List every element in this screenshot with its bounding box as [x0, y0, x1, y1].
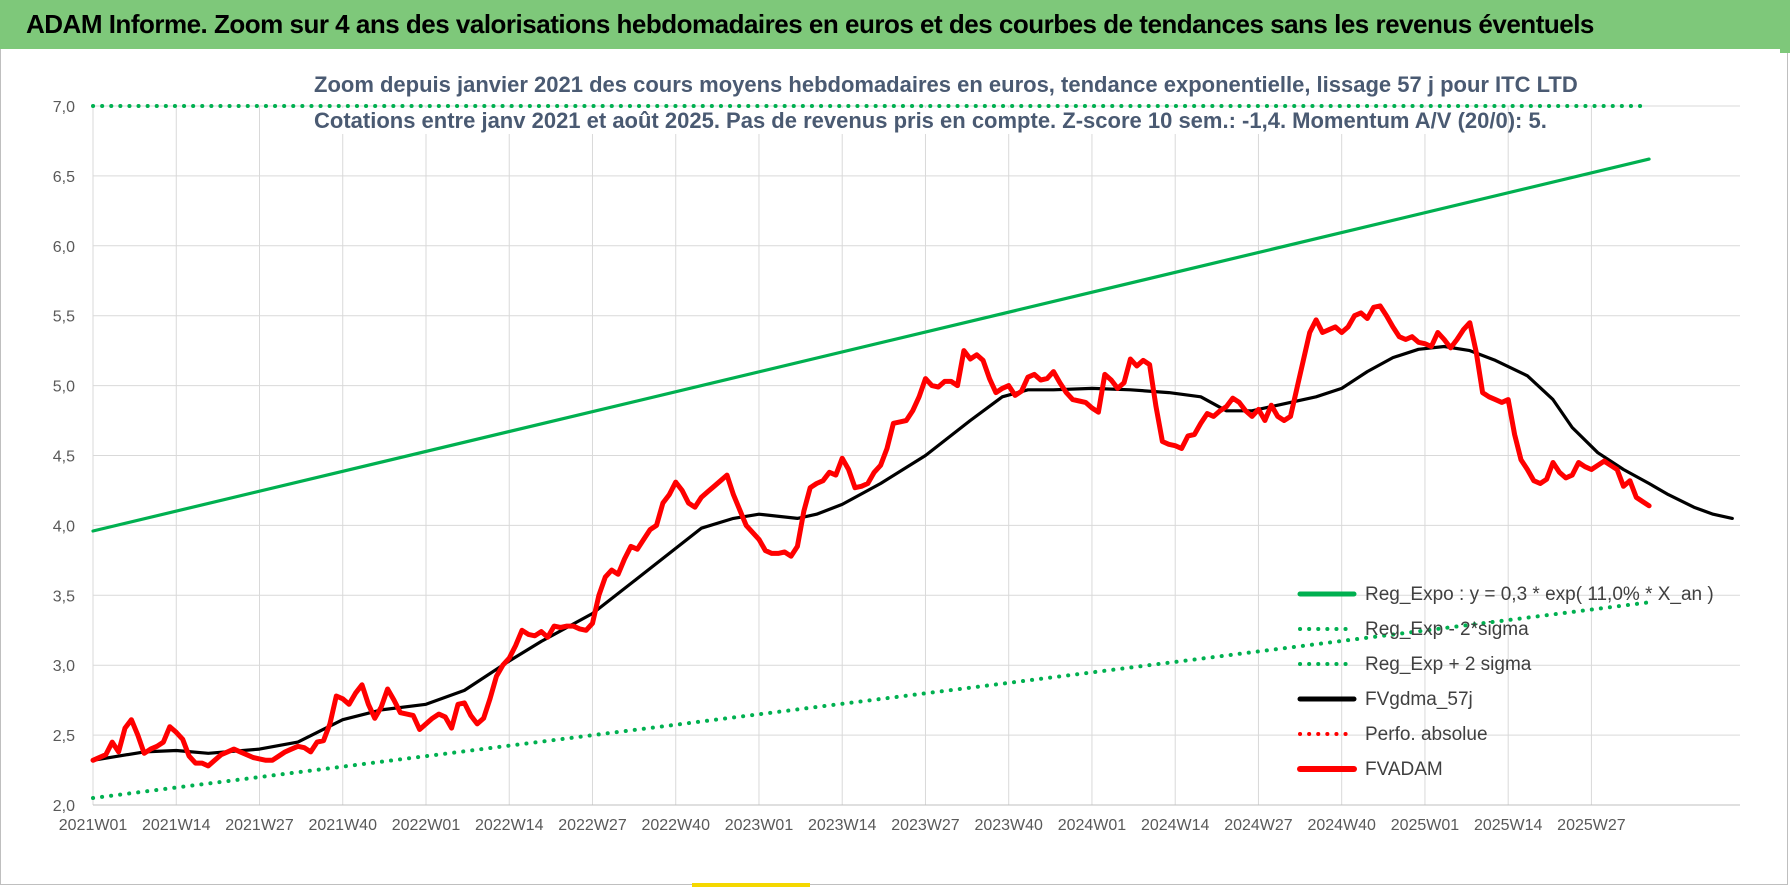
series-line-fvgdma-57j — [91, 344, 1734, 762]
page-title: ADAM Informe. Zoom sur 4 ans des valoris… — [26, 9, 1594, 39]
legend-label: FVgdma_57j — [1365, 689, 1473, 710]
legend-label: FVADAM — [1365, 759, 1443, 780]
x-tick-label: 2025W14 — [1474, 817, 1543, 834]
chart-title: Zoom depuis janvier 2021 des cours moyen… — [314, 72, 1578, 98]
series-line-reg-expo-y-0-3-exp-11-0-x-an — [91, 157, 1651, 533]
legend-label: Reg_Exp + 2 sigma — [1365, 654, 1532, 675]
legend-label: Reg_Expo : y = 0,3 * exp( 11,0% * X_an ) — [1365, 584, 1714, 605]
x-tick-label: 2021W40 — [308, 817, 377, 834]
y-tick-label: 7,0 — [53, 99, 75, 116]
x-tick-label: 2022W01 — [392, 817, 461, 834]
x-tick-label: 2022W27 — [558, 817, 627, 834]
y-tick-label: 3,5 — [53, 588, 75, 605]
x-tick-label: 2025W01 — [1391, 817, 1460, 834]
series-line-reg-exp-2-sigma — [91, 600, 1652, 800]
corner-mark — [1780, 49, 1790, 53]
legend-label: Reg_Exp - 2*sigma — [1365, 619, 1529, 640]
header-band: ADAM Informe. Zoom sur 4 ans des valoris… — [0, 0, 1790, 49]
y-tick-label: 6,0 — [53, 239, 75, 256]
x-tick-label: 2025W27 — [1557, 817, 1626, 834]
x-tick-label: 2023W14 — [808, 817, 877, 834]
y-tick-label: 6,5 — [53, 169, 75, 186]
x-tick-label: 2022W14 — [475, 817, 544, 834]
y-tick-label: 3,0 — [53, 658, 75, 675]
x-tick-label: 2024W40 — [1307, 817, 1376, 834]
x-tick-label: 2021W01 — [59, 817, 128, 834]
x-tick-label: 2024W27 — [1224, 817, 1293, 834]
chart-subtitle: Cotations entre janv 2021 et août 2025. … — [314, 108, 1547, 134]
x-tick-label: 2023W01 — [725, 817, 794, 834]
y-tick-label: 2,5 — [53, 728, 75, 745]
scroll-indicator — [692, 883, 810, 887]
x-tick-label: 2023W27 — [891, 817, 960, 834]
series-line-fvadam — [90, 303, 1652, 769]
x-tick-label: 2023W40 — [974, 817, 1043, 834]
y-tick-label: 4,5 — [53, 449, 75, 466]
x-tick-label: 2021W14 — [142, 817, 211, 834]
x-tick-label: 2024W01 — [1058, 817, 1127, 834]
x-tick-label: 2024W14 — [1141, 817, 1210, 834]
valuation-chart: 2,0 2,5 3,0 3,5 4,0 4,5 5,0 5,5 6,0 6,5 7,0 2021W01… — [53, 99, 1740, 834]
y-tick-label: 5,0 — [53, 379, 75, 396]
x-tick-label: 2022W40 — [641, 817, 710, 834]
y-tick-label: 4,0 — [53, 518, 75, 535]
y-tick-label: 2,0 — [53, 798, 75, 815]
y-tick-label: 5,5 — [53, 309, 75, 326]
legend-box — [1294, 574, 1714, 792]
legend-label: Perfo. absolue — [1365, 724, 1488, 745]
x-tick-label: 2021W27 — [225, 817, 294, 834]
